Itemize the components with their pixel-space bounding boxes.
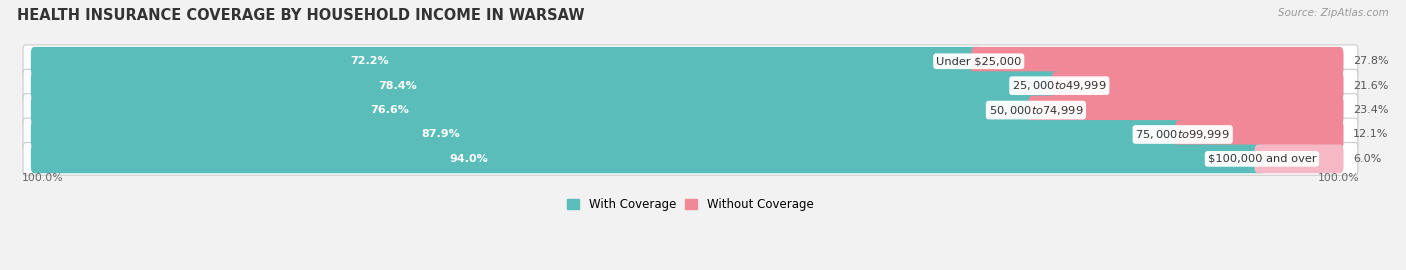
Text: $75,000 to $99,999: $75,000 to $99,999 <box>1136 128 1230 141</box>
Text: 27.8%: 27.8% <box>1353 56 1389 66</box>
FancyBboxPatch shape <box>31 120 1187 149</box>
Text: $50,000 to $74,999: $50,000 to $74,999 <box>988 104 1083 117</box>
FancyBboxPatch shape <box>1052 71 1344 100</box>
Text: 100.0%: 100.0% <box>21 173 63 183</box>
Text: $25,000 to $49,999: $25,000 to $49,999 <box>1012 79 1107 92</box>
FancyBboxPatch shape <box>1028 96 1344 124</box>
Text: 6.0%: 6.0% <box>1353 154 1381 164</box>
Text: 78.4%: 78.4% <box>378 81 416 91</box>
Text: Under $25,000: Under $25,000 <box>936 56 1022 66</box>
FancyBboxPatch shape <box>22 118 1358 151</box>
Text: Source: ZipAtlas.com: Source: ZipAtlas.com <box>1278 8 1389 18</box>
Text: 100.0%: 100.0% <box>1317 173 1360 183</box>
Text: 87.9%: 87.9% <box>422 130 460 140</box>
Text: 12.1%: 12.1% <box>1353 130 1388 140</box>
Text: HEALTH INSURANCE COVERAGE BY HOUSEHOLD INCOME IN WARSAW: HEALTH INSURANCE COVERAGE BY HOUSEHOLD I… <box>17 8 585 23</box>
Text: $100,000 and over: $100,000 and over <box>1208 154 1316 164</box>
FancyBboxPatch shape <box>972 47 1344 76</box>
FancyBboxPatch shape <box>22 143 1358 175</box>
FancyBboxPatch shape <box>31 96 1039 124</box>
FancyBboxPatch shape <box>31 47 983 76</box>
FancyBboxPatch shape <box>31 71 1063 100</box>
FancyBboxPatch shape <box>31 144 1265 173</box>
FancyBboxPatch shape <box>1254 144 1344 173</box>
FancyBboxPatch shape <box>22 94 1358 126</box>
Text: 21.6%: 21.6% <box>1353 81 1388 91</box>
Legend: With Coverage, Without Coverage: With Coverage, Without Coverage <box>562 193 818 216</box>
Text: 23.4%: 23.4% <box>1353 105 1388 115</box>
Text: 94.0%: 94.0% <box>449 154 488 164</box>
Text: 76.6%: 76.6% <box>370 105 409 115</box>
FancyBboxPatch shape <box>22 45 1358 77</box>
FancyBboxPatch shape <box>1175 120 1344 149</box>
FancyBboxPatch shape <box>22 69 1358 102</box>
Text: 72.2%: 72.2% <box>350 56 388 66</box>
